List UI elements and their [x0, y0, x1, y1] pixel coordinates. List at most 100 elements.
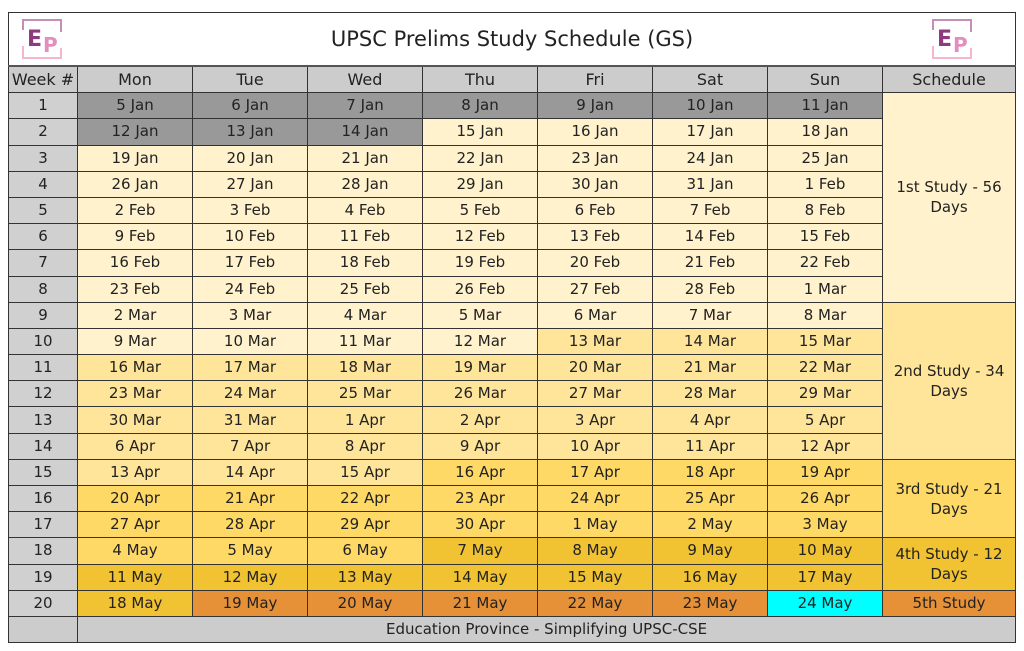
date-cell: 9 Mar — [77, 327, 193, 356]
date-cell: 16 Jan — [537, 118, 653, 146]
header-row: Week # Mon Tue Wed Thu Fri Sat Sun Schedule — [8, 65, 1017, 94]
column-header-sun: Sun — [767, 65, 883, 94]
date-cell: 8 Mar — [767, 301, 883, 329]
week-number: 6 — [8, 223, 78, 251]
date-cell: 16 Apr — [422, 458, 538, 487]
date-cell: 11 Feb — [307, 223, 423, 251]
date-cell: 14 May — [422, 563, 538, 591]
date-cell: 19 Mar — [422, 354, 538, 382]
table-row: 13 30 Mar 31 Mar 1 Apr 2 Apr 3 Apr 4 Apr 5 Apr — [8, 406, 1016, 434]
date-cell: 19 Apr — [767, 458, 883, 487]
date-cell: 5 Mar — [422, 301, 538, 329]
table-row: 16 20 Apr 21 Apr 22 Apr 23 Apr 24 Apr 25 Apr 26… — [8, 484, 1016, 513]
week-number: 12 — [8, 380, 78, 408]
date-cell: 20 May — [307, 589, 423, 617]
table-row: 11 16 Mar 17 Mar 18 Mar 19 Mar 20 Mar 21 Mar 22… — [8, 354, 1016, 382]
date-cell: 20 Jan — [192, 144, 308, 172]
date-cell: 13 May — [307, 563, 423, 591]
date-cell: 1 Feb — [767, 170, 883, 198]
week-number: 9 — [8, 301, 78, 329]
date-cell: 20 Mar — [537, 354, 653, 382]
week-number: 18 — [8, 537, 78, 565]
page-title: UPSC Prelims Study Schedule (GS) — [330, 26, 694, 51]
date-cell: 18 May — [77, 589, 193, 617]
svg-text:P: P — [953, 33, 968, 57]
date-cell: 5 May — [192, 537, 308, 565]
date-cell: 15 Feb — [767, 223, 883, 251]
table-row: 10 9 Mar 10 Mar 11 Mar 12 Mar 13 Mar 14 Mar 15 … — [8, 327, 1016, 356]
date-cell: 16 Feb — [77, 249, 193, 277]
date-cell: 22 Mar — [767, 354, 883, 382]
date-cell: 14 Apr — [192, 458, 308, 487]
week-number: 11 — [8, 354, 78, 382]
date-cell: 28 Apr — [192, 511, 308, 539]
date-cell: 6 Apr — [77, 432, 193, 460]
date-cell: 11 Apr — [652, 432, 768, 460]
schedule-phase: 3rd Study - 21 Days — [881, 458, 1017, 539]
date-cell: 23 Jan — [537, 144, 653, 172]
date-cell: 23 May — [652, 589, 768, 617]
date-cell: 24 Mar — [192, 380, 308, 408]
date-cell: 12 Jan — [77, 118, 193, 146]
date-cell: 12 Feb — [422, 223, 538, 251]
date-cell: 11 Jan — [767, 92, 883, 120]
week-number: 3 — [8, 144, 78, 172]
date-cell: 25 Jan — [767, 144, 883, 172]
footer-row: Education Province - Simplifying UPSC-CS… — [8, 615, 1017, 644]
date-cell: 19 Jan — [77, 144, 193, 172]
column-header-schedule: Schedule — [881, 65, 1017, 94]
date-cell: 6 Mar — [537, 301, 653, 329]
date-cell: 6 Jan — [192, 92, 308, 120]
date-cell: 18 Mar — [307, 354, 423, 382]
week-number: 8 — [8, 275, 78, 303]
education-province-logo-icon: E P — [22, 19, 62, 59]
date-cell: 26 Jan — [77, 170, 193, 198]
date-cell: 23 Feb — [77, 275, 193, 303]
week-number: 17 — [8, 511, 78, 539]
date-cell: 4 May — [77, 537, 193, 565]
column-header-week: Week # — [8, 65, 78, 94]
date-cell: 12 Mar — [422, 327, 538, 356]
date-cell: 29 Mar — [767, 380, 883, 408]
week-number: 1 — [8, 92, 78, 120]
date-cell: 12 Apr — [767, 432, 883, 460]
date-cell: 17 May — [767, 563, 883, 591]
table-row: 19 11 May 12 May 13 May 14 May 15 May 16 May 17… — [8, 563, 1016, 591]
week-number: 16 — [8, 484, 78, 513]
table-row: 4 26 Jan 27 Jan 28 Jan 29 Jan 30 Jan 31 Jan 1 F… — [8, 170, 1016, 198]
date-cell: 23 Apr — [422, 484, 538, 513]
date-cell: 21 May — [422, 589, 538, 617]
date-cell: 31 Jan — [652, 170, 768, 198]
date-cell: 17 Jan — [652, 118, 768, 146]
date-cell: 15 Mar — [767, 327, 883, 356]
date-cell: 9 May — [652, 537, 768, 565]
date-cell: 29 Apr — [307, 511, 423, 539]
date-cell: 10 Apr — [537, 432, 653, 460]
date-cell: 5 Jan — [77, 92, 193, 120]
date-cell: 11 May — [77, 563, 193, 591]
date-cell: 6 Feb — [537, 196, 653, 225]
date-cell: 11 Mar — [307, 327, 423, 356]
date-cell: 15 Apr — [307, 458, 423, 487]
week-number: 5 — [8, 196, 78, 225]
date-cell: 10 Jan — [652, 92, 768, 120]
week-number: 7 — [8, 249, 78, 277]
date-cell: 29 Jan — [422, 170, 538, 198]
column-header-wed: Wed — [307, 65, 423, 94]
date-cell: 21 Apr — [192, 484, 308, 513]
week-number: 13 — [8, 406, 78, 434]
date-cell: 3 Apr — [537, 406, 653, 434]
date-cell: 24 May — [767, 589, 883, 617]
date-cell: 8 May — [537, 537, 653, 565]
date-cell: 18 Apr — [652, 458, 768, 487]
table-row: 8 23 Feb 24 Feb 25 Feb 26 Feb 27 Feb 28 Feb 1 M… — [8, 275, 1016, 303]
schedule-phase: 2nd Study - 34 Days — [881, 301, 1017, 460]
date-cell: 28 Feb — [652, 275, 768, 303]
date-cell: 15 Jan — [422, 118, 538, 146]
date-cell: 27 Apr — [77, 511, 193, 539]
table-row: 20 18 May 19 May 20 May 21 May 22 May 23 May 24… — [8, 589, 1017, 617]
date-cell: 14 Jan — [307, 118, 423, 146]
